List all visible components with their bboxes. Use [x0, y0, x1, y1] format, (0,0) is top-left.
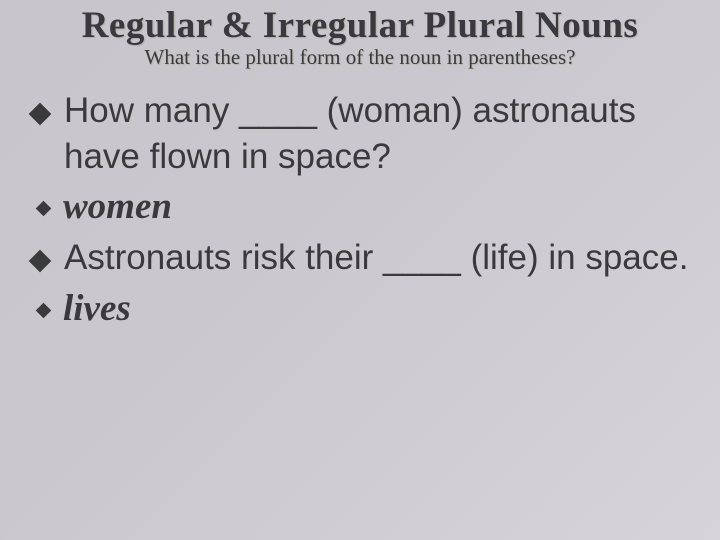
content-area: How many ____ (woman) astronauts have fl… [0, 70, 720, 331]
slide-title: Regular & Irregular Plural Nouns [0, 0, 720, 47]
diamond-bullet-icon [36, 303, 52, 319]
slide: Regular & Irregular Plural Nouns What is… [0, 0, 720, 540]
list-item: Astronauts risk their ____ (life) in spa… [32, 235, 702, 281]
question-text: How many ____ (woman) astronauts have fl… [64, 88, 702, 179]
diamond-bullet-icon [29, 103, 52, 126]
question-text: Astronauts risk their ____ (life) in spa… [64, 235, 688, 281]
list-item: How many ____ (woman) astronauts have fl… [32, 88, 702, 179]
slide-subtitle: What is the plural form of the noun in p… [0, 45, 720, 70]
answer-text: women [63, 185, 172, 229]
list-item: lives [32, 287, 702, 331]
answer-text: lives [63, 287, 131, 331]
list-item: women [32, 185, 702, 229]
diamond-bullet-icon [29, 250, 52, 273]
diamond-bullet-icon [36, 201, 52, 217]
